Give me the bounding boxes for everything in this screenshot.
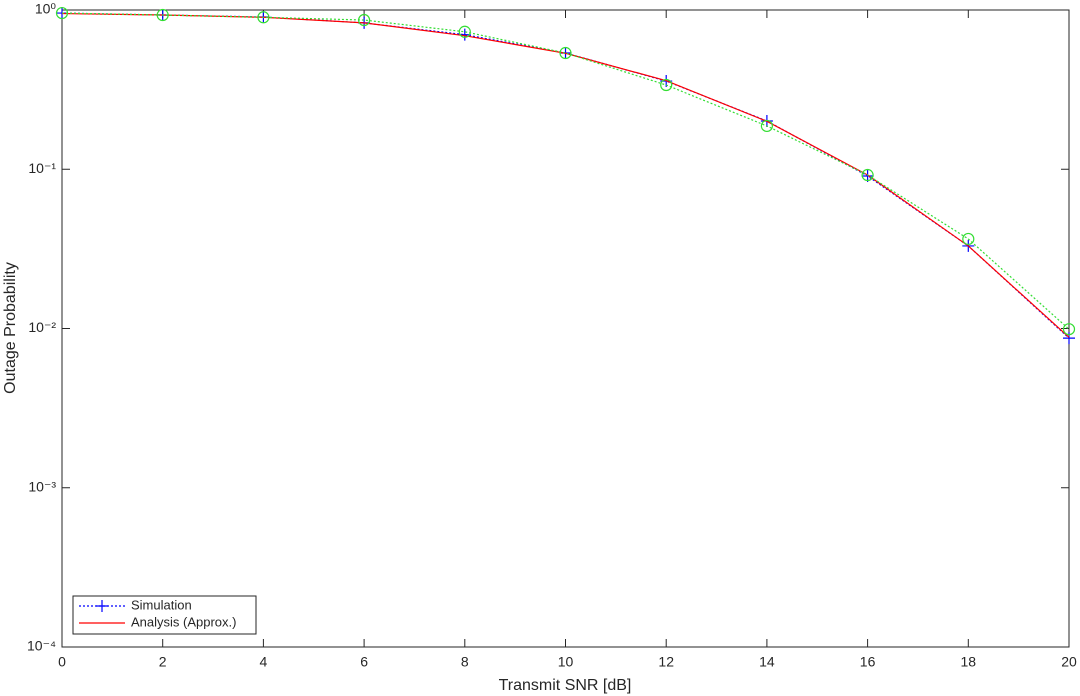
marker — [257, 11, 270, 24]
marker — [156, 8, 169, 22]
marker — [559, 46, 572, 60]
legend-box — [72, 595, 257, 635]
series-line — [61, 12, 1070, 338]
legend-label: Simulation — [131, 597, 192, 612]
x-axis-label: Transmit SNR [dB] — [499, 677, 632, 694]
y-tick-label: 10⁻⁴ — [27, 638, 56, 654]
x-tick-label: 4 — [260, 654, 268, 670]
y-tick-label: 10⁻¹ — [28, 160, 56, 176]
marker — [1062, 323, 1076, 336]
marker — [760, 119, 774, 133]
legend: Simulation Analysis (Approx.) — [72, 595, 257, 635]
marker — [861, 168, 874, 182]
marker — [458, 25, 471, 38]
x-tick-label: 20 — [1061, 654, 1077, 670]
x-tick-label: 8 — [461, 654, 469, 670]
series-line — [61, 12, 1070, 330]
x-tick-label: 2 — [159, 654, 167, 670]
x-tick-label: 14 — [759, 654, 775, 670]
y-tick-label: 10⁻³ — [28, 478, 56, 494]
marker — [962, 232, 975, 246]
x-tick-label: 6 — [360, 654, 368, 670]
plot-frame — [61, 9, 1070, 648]
marker — [660, 78, 673, 92]
x-tick-label: 16 — [860, 654, 876, 670]
x-tick-label: 12 — [658, 654, 674, 670]
legend-label: Analysis (Approx.) — [131, 614, 236, 629]
legend-marker — [96, 600, 108, 612]
y-axis-label: Outage Probability — [2, 262, 19, 394]
marker — [358, 13, 371, 27]
x-tick-label: 10 — [558, 654, 574, 670]
y-tick-label: 10⁻² — [28, 319, 56, 335]
marker — [55, 6, 69, 20]
x-tick-label: 18 — [961, 654, 977, 670]
y-tick-label: 10⁰ — [35, 1, 57, 17]
x-tick-label: 0 — [58, 654, 66, 670]
